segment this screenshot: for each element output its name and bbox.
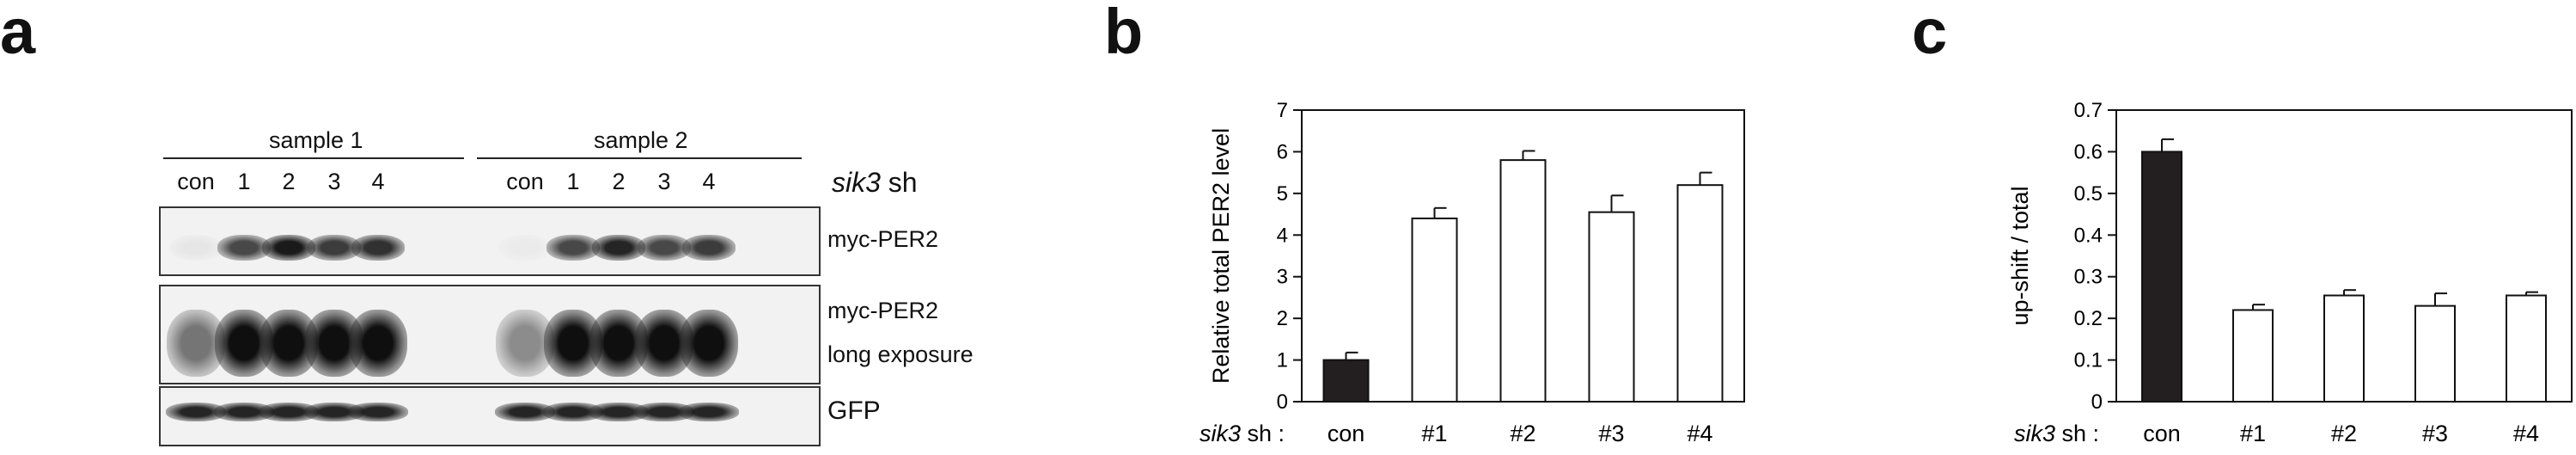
x-tick-label: con	[1328, 421, 1365, 446]
blot-row-3	[159, 386, 821, 446]
y-tick-label: 0.6	[2074, 140, 2103, 163]
x-tick-label: #2	[2331, 421, 2357, 446]
y-tick-label: 1	[1277, 349, 1288, 372]
lane-label: con	[177, 169, 215, 194]
blot-row-2	[159, 285, 821, 384]
lane-label: 4	[702, 169, 716, 194]
blot-band	[214, 403, 274, 421]
y-tick-label: 0.1	[2074, 349, 2103, 372]
y-tick-label: 0.4	[2074, 224, 2103, 247]
blot-band	[546, 235, 600, 261]
blot-band	[262, 235, 315, 261]
blot-band	[498, 235, 552, 261]
x-axis-prefix: sik3 sh :	[2014, 421, 2099, 446]
row-1-label: myc-PER2	[827, 226, 939, 252]
blot-band	[592, 235, 645, 261]
x-tick-label: #2	[1510, 421, 1535, 446]
lane-label: con	[506, 169, 544, 194]
x-tick-label: #3	[2422, 421, 2448, 446]
bar	[1499, 159, 1547, 403]
bar	[1322, 359, 1370, 403]
blot-band	[638, 235, 691, 261]
y-tick-label: 6	[1277, 140, 1288, 163]
panel-letter-c: c	[1912, 0, 1948, 67]
x-tick-label: #3	[1598, 421, 1624, 446]
lane-label: 3	[327, 169, 341, 194]
bar	[2414, 304, 2456, 403]
x-tick-label: #1	[2240, 421, 2266, 446]
blot-row-1	[159, 206, 821, 276]
x-tick-label: #1	[1421, 421, 1447, 446]
bar	[1411, 217, 1458, 403]
blot-band	[348, 403, 408, 421]
y-tick-label: 2	[1277, 307, 1288, 330]
blot-band	[217, 235, 271, 261]
x-tick-label: #4	[1687, 421, 1712, 446]
y-tick-label: 0	[1277, 390, 1288, 414]
lane-label: 4	[371, 169, 385, 194]
x-tick-label: #4	[2513, 421, 2539, 446]
y-tick-label: 7	[1277, 99, 1288, 122]
sample-2-label: sample 2	[594, 127, 688, 153]
chart-b: 0 1 2 3 4 5 6 7 Relative total PER2 level con #1 #2…	[1199, 99, 1745, 446]
chart-c: 0 0.1 0.2 0.3 0.4 0.5 0.6 0.7 up-shift / total co…	[2007, 99, 2573, 446]
x-axis-prefix: sik3 sh :	[1199, 421, 1285, 446]
gene-label: sik3 sh	[832, 167, 918, 198]
panel-letter-b: b	[1104, 0, 1144, 67]
bar	[1676, 184, 1724, 403]
panel-letter-a: a	[0, 0, 36, 67]
y-tick-label: 0	[2091, 390, 2103, 414]
sample-1-bracket	[163, 157, 464, 159]
bar	[2506, 294, 2547, 403]
y-tick-label: 0.7	[2074, 99, 2103, 122]
y-axis-label: up-shift / total	[2007, 186, 2033, 325]
bar	[1588, 211, 1635, 403]
blot-band	[682, 235, 736, 261]
y-tick-label: 0.2	[2074, 307, 2103, 330]
y-axis-label: Relative total PER2 level	[1208, 128, 1234, 384]
row-2-label: myc-PER2	[827, 298, 939, 323]
blot-band	[166, 403, 226, 421]
blot-band	[680, 310, 738, 377]
blot-band	[495, 403, 555, 421]
y-tick-label: 4	[1277, 224, 1288, 247]
bar	[2141, 151, 2182, 403]
lane-label: 1	[566, 169, 580, 194]
blot-band	[679, 403, 739, 421]
sample-2-bracket	[477, 157, 802, 159]
lane-label: 3	[657, 169, 671, 194]
bar	[2232, 309, 2274, 403]
blot-band	[634, 403, 694, 421]
blot-band	[349, 310, 407, 377]
x-tick-label: con	[2143, 421, 2181, 446]
y-tick-label: 0.3	[2074, 266, 2103, 289]
blot-band	[589, 403, 649, 421]
blot-band	[259, 403, 319, 421]
lane-label: 2	[612, 169, 626, 194]
blot-band	[543, 403, 603, 421]
bar	[2323, 294, 2365, 403]
lane-label: 2	[282, 169, 296, 194]
y-tick-label: 3	[1277, 266, 1288, 289]
y-tick-label: 0.5	[2074, 182, 2103, 206]
lane-label: 1	[237, 169, 251, 194]
sample-1-label: sample 1	[269, 127, 363, 153]
row-2-sublabel: long exposure	[827, 341, 974, 367]
row-3-label: GFP	[827, 397, 881, 425]
blot-band	[351, 235, 405, 261]
blot-band	[169, 235, 223, 261]
y-tick-label: 5	[1277, 182, 1288, 206]
